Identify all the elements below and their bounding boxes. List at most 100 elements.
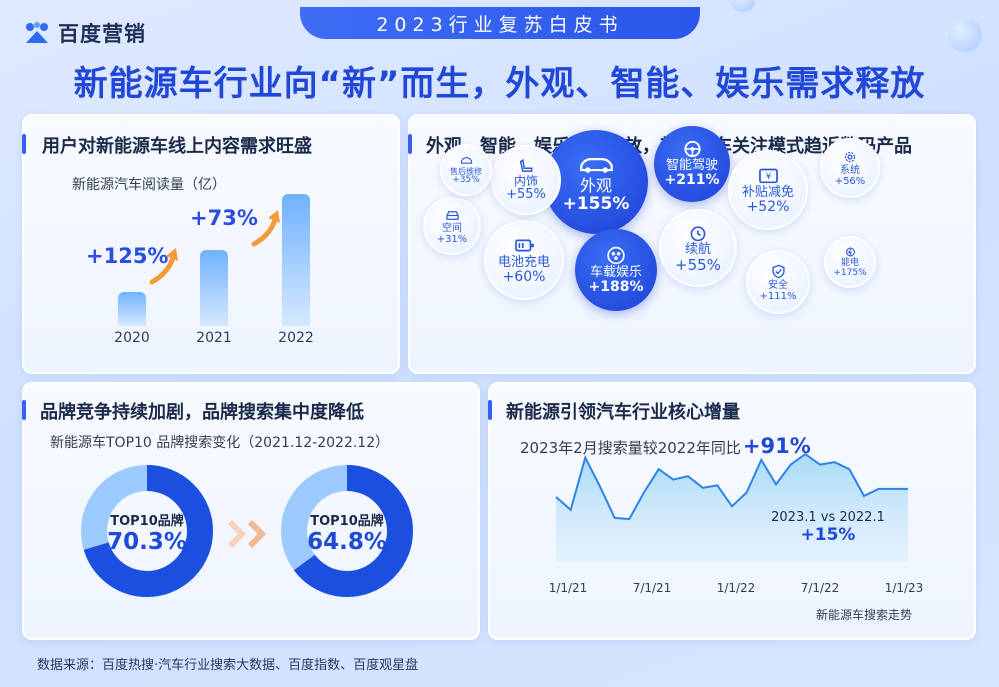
- donut-arc: [81, 465, 213, 597]
- decor-bubble: [730, 0, 756, 12]
- title-accent: [488, 400, 492, 420]
- seat-icon: [519, 159, 532, 173]
- title-accent: [22, 134, 26, 154]
- bubble-value: +155%: [562, 193, 630, 214]
- bubble-内饰: 内饰 +55%: [491, 145, 561, 215]
- growth-arrow-icon: [149, 248, 178, 285]
- bubble-label: 售后维修: [450, 166, 482, 176]
- bubble-label: 电池充电: [497, 254, 550, 270]
- bubble-label: 安全: [768, 279, 788, 291]
- bubble-系统: 系统 +56%: [820, 138, 880, 198]
- panel-title: 用户对新能源车线上内容需求旺盛: [42, 136, 312, 157]
- donut-label: TOP10品牌: [310, 514, 384, 529]
- bubble-label: 外观: [579, 176, 612, 196]
- car-icon: [579, 158, 613, 174]
- bubble-补贴减免: ¥ 补贴减免 +52%: [728, 150, 808, 230]
- bubble-label: 内饰: [513, 174, 538, 189]
- x-tick-label: 1/1/22: [717, 581, 756, 595]
- report-banner-text: 2023行业复苏白皮书: [376, 13, 624, 36]
- panel-search-trend: 新能源引领汽车行业核心增量 2023年2月搜索量较2022年同比 +91% 1/…: [488, 382, 976, 640]
- panel-title: 新能源引领汽车行业核心增量: [506, 402, 740, 423]
- bubble-value: +55%: [675, 255, 721, 274]
- bar-label-2021: 2021: [196, 330, 232, 346]
- annotation-text: 2023.1 vs 2022.1: [771, 510, 885, 525]
- decor-bubble: [948, 18, 982, 52]
- title-accent: [408, 134, 412, 154]
- bar-2022: [282, 194, 310, 326]
- bubble-label: 能电: [840, 258, 859, 269]
- donut-chart-2021: [81, 465, 213, 597]
- bubble-value: +35%: [452, 175, 480, 186]
- bar-label-2022: 2022: [278, 330, 314, 346]
- media-icon: [607, 246, 625, 264]
- bubble-外观: 外观 +155%: [544, 130, 648, 234]
- donut-value: 70.3%: [107, 529, 187, 555]
- growth-arrow-icon: [251, 210, 280, 247]
- growth-label-2021: +125%: [86, 244, 169, 268]
- bubble-续航: 续航 +55%: [659, 209, 737, 287]
- bubble-车载娱乐: 车载娱乐 +188%: [575, 229, 657, 311]
- bubble-value: +60%: [502, 268, 546, 285]
- donut-value: 64.8%: [307, 529, 387, 555]
- chart-subtitle: 新能源汽车阅读量（亿）: [72, 177, 226, 193]
- logo: 百度营销: [22, 16, 146, 50]
- bubble-value: +111%: [759, 290, 797, 302]
- logo-text: 百度营销: [58, 22, 146, 46]
- bubble-电池充电: 电池充电 +60%: [484, 220, 564, 300]
- car-front-icon: [445, 210, 459, 220]
- donut-arc: [281, 465, 413, 597]
- bubble-label: 空间: [442, 222, 462, 234]
- headline-text: 2023年2月搜索量较2022年同比: [520, 439, 741, 457]
- bubble-value: +56%: [834, 176, 866, 187]
- page-title: 新能源车行业向“新”而生，外观、智能、娱乐需求释放: [73, 64, 926, 104]
- donut-chart-2022: [281, 465, 413, 597]
- chart-caption: 新能源车搜索走势: [816, 608, 913, 622]
- power-icon: [845, 247, 855, 257]
- bubble-能电: 能电 +175%: [824, 236, 876, 288]
- bubble-售后维修: 售后维修 +35%: [440, 144, 492, 196]
- bubble-label: 智能驾驶: [665, 158, 718, 174]
- x-tick-label: 7/1/22: [801, 581, 840, 595]
- bubble-value: +55%: [506, 187, 546, 203]
- chart-subtitle: 新能源车TOP10 品牌搜索变化（2021.12-2022.12）: [50, 435, 390, 451]
- steering-wheel-icon: [683, 141, 701, 158]
- bubble-空间: 空间 +31%: [423, 197, 481, 255]
- trend-area: [556, 454, 908, 562]
- bubble-安全: 安全 +111%: [746, 250, 810, 314]
- shield-icon: [771, 264, 785, 278]
- panel-demand-bubbles: 外观、智能、娱乐需求释放，新能源车关注模式趋近数码产品 外观+155%智能驾驶+…: [408, 114, 976, 374]
- trend-area-chart: 1/1/21 7/1/21 1/1/22 7/1/22 1/1/23: [549, 452, 924, 595]
- bubble-value: +175%: [833, 268, 867, 278]
- donut-center: TOP10品牌 70.3%: [78, 510, 216, 555]
- bar-2021: [200, 249, 228, 326]
- chevron-right-icon: [228, 520, 267, 548]
- growth-label-2022: +73%: [190, 206, 258, 230]
- panel-brand-concentration: 品牌竞争持续加剧，品牌搜索集中度降低 新能源车TOP10 品牌搜索变化（2021…: [22, 382, 480, 640]
- bubble-value: +211%: [664, 172, 720, 189]
- trend-line: [555, 452, 908, 521]
- panel-title: 品牌竞争持续加剧，品牌搜索集中度降低: [40, 402, 364, 423]
- donut-label: TOP10品牌: [110, 514, 184, 529]
- svg-text:¥: ¥: [765, 172, 771, 182]
- annotation-value: +15%: [800, 525, 856, 545]
- bubble-label: 车载娱乐: [589, 264, 642, 280]
- data-source: 数据来源：百度热搜·汽车行业搜索大数据、百度指数、百度观星盘: [37, 658, 419, 673]
- panel-reading-volume: 用户对新能源车线上内容需求旺盛 新能源汽车阅读量（亿） 2020 2021 2022…: [22, 114, 400, 374]
- x-tick-label: 1/1/21: [549, 581, 588, 595]
- bubble-value: +31%: [436, 233, 468, 245]
- bubble-label: 续航: [684, 241, 711, 257]
- bar-label-2020: 2020: [114, 330, 150, 346]
- donut-center: TOP10品牌 64.8%: [278, 510, 416, 555]
- bar-2020: [118, 292, 146, 326]
- coupon-icon: ¥: [758, 168, 778, 183]
- x-tick-label: 7/1/21: [633, 581, 672, 595]
- bubble-label: 系统: [840, 165, 860, 176]
- x-tick-label: 1/1/23: [885, 581, 924, 595]
- baidu-paw-icon: [26, 22, 48, 43]
- battery-icon: [514, 239, 534, 252]
- headline: 2023年2月搜索量较2022年同比 +91%: [520, 434, 811, 458]
- bubble-value: +188%: [588, 278, 644, 295]
- headline-value: +91%: [742, 434, 811, 458]
- timer-icon: [690, 226, 706, 241]
- repair-icon: [460, 156, 472, 164]
